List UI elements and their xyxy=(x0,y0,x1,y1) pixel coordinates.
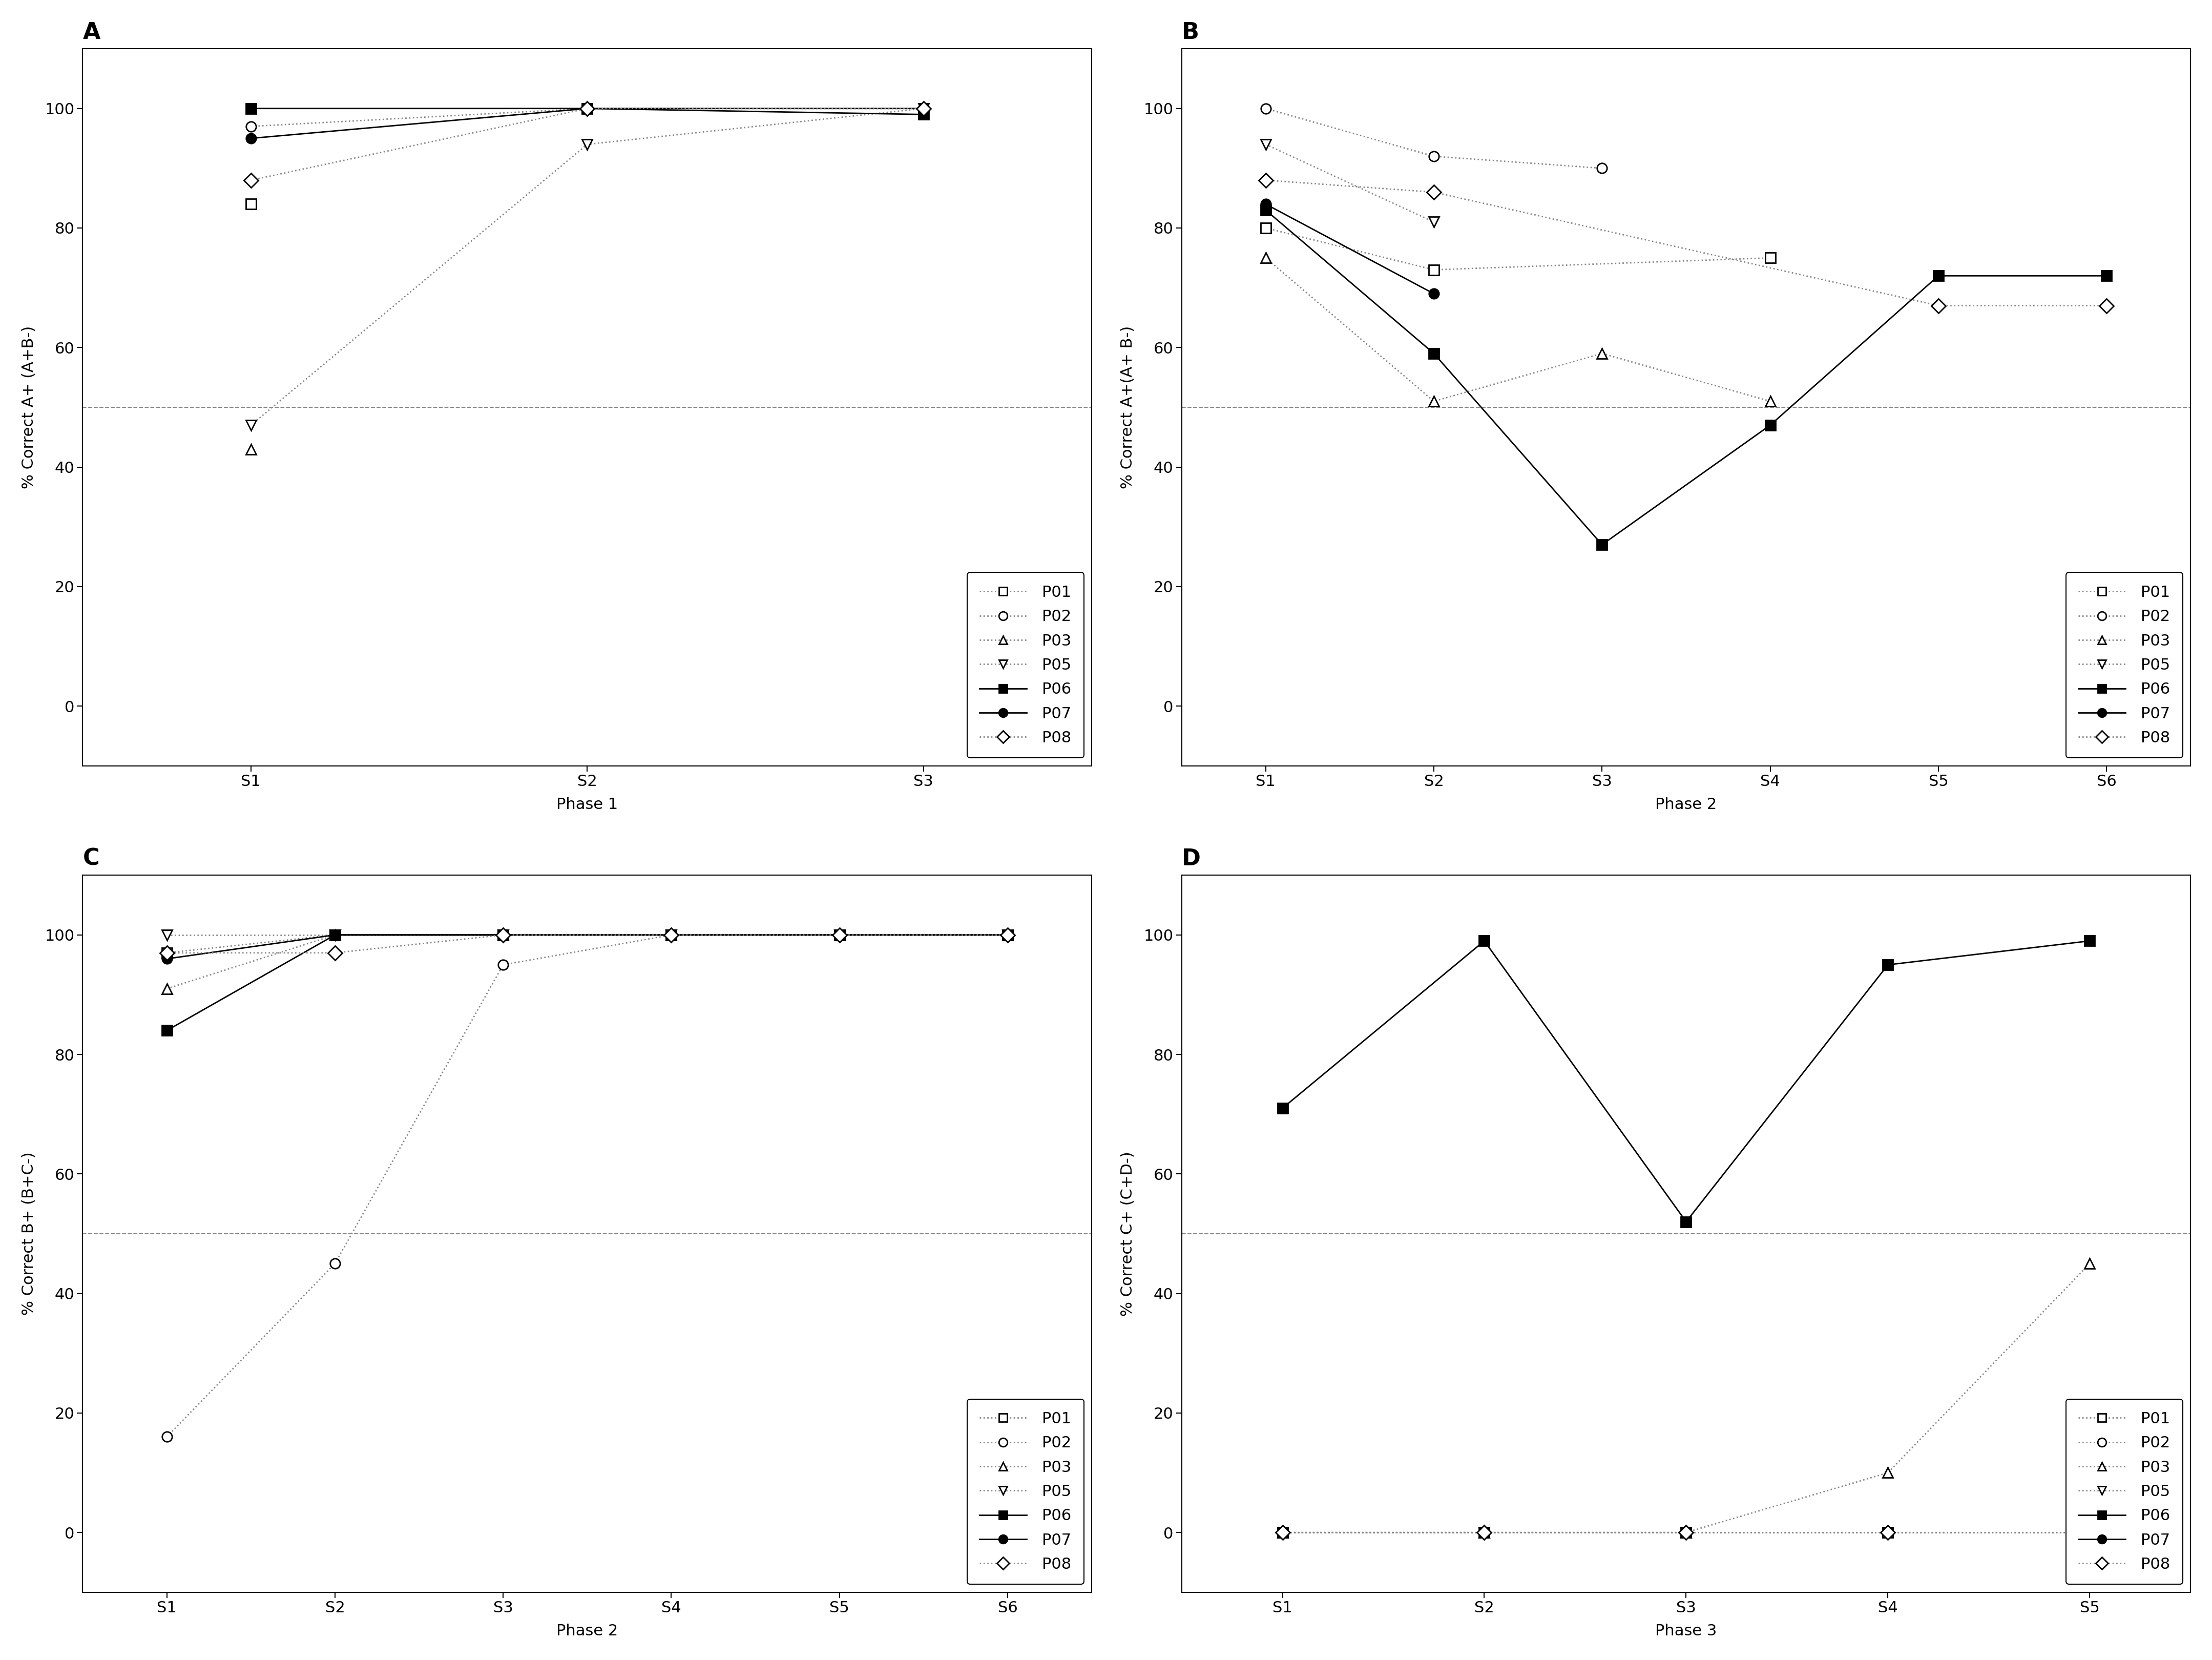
Legend: P01, P02, P03, P05, P06, P07, P08: P01, P02, P03, P05, P06, P07, P08 xyxy=(2066,1399,2183,1584)
Text: A: A xyxy=(82,22,100,43)
X-axis label: Phase 3: Phase 3 xyxy=(1655,1623,1717,1638)
Text: B: B xyxy=(1181,22,1199,43)
Y-axis label: % Correct B+ (B+C-): % Correct B+ (B+C-) xyxy=(22,1152,35,1315)
X-axis label: Phase 2: Phase 2 xyxy=(1655,797,1717,812)
Y-axis label: % Correct C+ (C+D-): % Correct C+ (C+D-) xyxy=(1119,1152,1135,1316)
Legend: P01, P02, P03, P05, P06, P07, P08: P01, P02, P03, P05, P06, P07, P08 xyxy=(2066,573,2183,759)
Text: C: C xyxy=(82,848,100,870)
Y-axis label: % Correct A+(A+ B-): % Correct A+(A+ B-) xyxy=(1119,325,1135,488)
X-axis label: Phase 1: Phase 1 xyxy=(557,797,617,812)
Legend: P01, P02, P03, P05, P06, P07, P08: P01, P02, P03, P05, P06, P07, P08 xyxy=(967,1399,1084,1584)
Text: D: D xyxy=(1181,848,1201,870)
Y-axis label: % Correct A+ (A+B-): % Correct A+ (A+B-) xyxy=(22,325,35,488)
X-axis label: Phase 2: Phase 2 xyxy=(557,1623,617,1638)
Legend: P01, P02, P03, P05, P06, P07, P08: P01, P02, P03, P05, P06, P07, P08 xyxy=(967,573,1084,759)
